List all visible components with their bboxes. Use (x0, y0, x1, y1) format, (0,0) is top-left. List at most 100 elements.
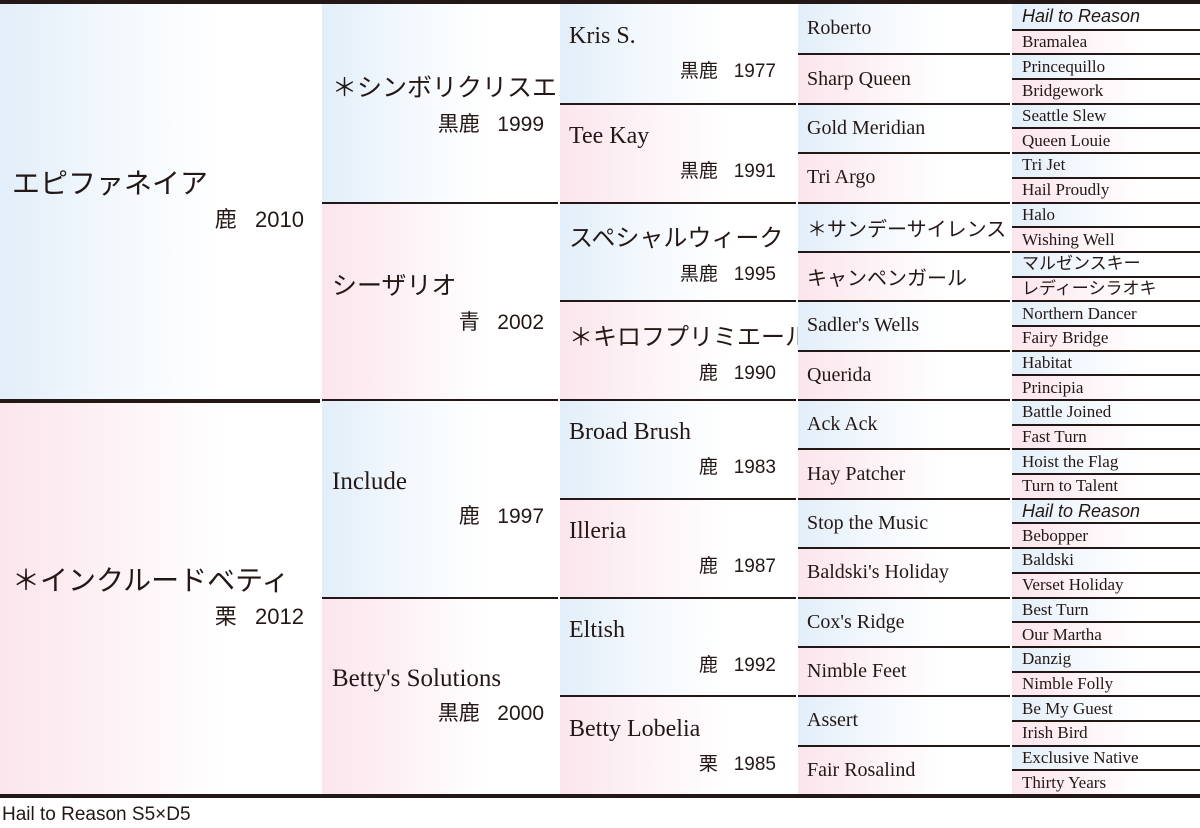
pedigree-gen3-sire: スペシャルウィーク 黒鹿 1995 (560, 201, 796, 301)
pedigree-gen5-dam: Fairy Bridge (1012, 324, 1200, 350)
coat-color: 鹿 (698, 654, 718, 676)
horse-name: Irish Bird (1022, 723, 1088, 743)
pedigree-gen5-dam: Nimble Folly (1012, 670, 1200, 696)
pedigree-gen2-dam: シーザリオ青 2002 (322, 201, 558, 399)
pedigree-gen3-sire: Eltish 鹿 1992 (560, 596, 796, 696)
pedigree-gen5-dam: Our Martha (1012, 621, 1200, 646)
horse-name: Sadler's Wells (807, 314, 920, 337)
horse-name: Baldski's Holiday (807, 561, 949, 584)
horse-name: Northern Dancer (1022, 303, 1137, 323)
horse-name: Querida (807, 363, 872, 386)
coat-year: 黒鹿 1991 (560, 156, 796, 183)
horse-name: Fairy Bridge (1022, 328, 1109, 348)
horse-name: Betty's Solutions (332, 665, 502, 693)
pedigree-gen5-sire: Halo (1012, 201, 1200, 227)
coat-color: 鹿 (698, 457, 718, 479)
horse-name: Fast Turn (1022, 427, 1087, 447)
pedigree-gen4-sire: Roberto (798, 4, 1010, 54)
horse-name: Turn to Talent (1022, 476, 1119, 496)
birth-year: 1997 (497, 504, 544, 528)
horse-name: Nimble Folly (1022, 673, 1114, 693)
pedigree-gen4-dam: Baldski's Holiday (798, 547, 1010, 597)
horse-name: Roberto (807, 17, 872, 40)
pedigree-gen2-sire: Include 鹿 1997 (322, 399, 558, 597)
horse-name: Ack Ack (807, 413, 878, 436)
coat-year: 鹿 1997 (322, 500, 558, 530)
birth-year: 2000 (497, 702, 544, 726)
horse-name: Best Turn (1022, 599, 1089, 619)
pedigree-gen4-dam: Querida (798, 349, 1010, 399)
top-rule (0, 0, 1200, 4)
pedigree-gen4-sire: Stop the Music (798, 497, 1010, 548)
horse-name: Seattle Slew (1022, 106, 1107, 126)
horse-name: Hail Proudly (1022, 180, 1110, 200)
pedigree-gen4-dam: Fair Rosalind (798, 744, 1010, 794)
pedigree-gen5-sire: Best Turn (1012, 596, 1200, 622)
horse-name: Baldski (1022, 550, 1074, 570)
horse-name: Hay Patcher (807, 462, 906, 485)
pedigree-gen5-sire: Princequillo (1012, 53, 1200, 79)
horse-name: Bramalea (1022, 32, 1088, 52)
horse-name: Gold Meridian (807, 116, 926, 139)
birth-year: 1987 (733, 556, 776, 578)
pedigree-gen3-dam: ＊キロフプリミエール鹿 1990 (560, 300, 809, 399)
horse-name: Illeria (569, 518, 627, 545)
birth-year: 1995 (733, 263, 776, 285)
coat-color: 鹿 (698, 362, 718, 384)
pedigree-gen3-sire: Broad Brush 鹿 1983 (560, 399, 796, 498)
horse-name: Our Martha (1022, 624, 1102, 644)
pedigree-gen3-dam: Illeria 鹿 1987 (560, 497, 796, 597)
coat-year: 青 2002 (322, 306, 558, 336)
horse-name: Exclusive Native (1022, 747, 1139, 767)
pedigree-gen4-dam: Sharp Queen (798, 53, 1010, 103)
pedigree-gen5-sire: Seattle Slew (1012, 102, 1200, 128)
horse-name: ＊シンボリクリスエス (332, 74, 583, 102)
pedigree-gen3-dam: Betty Lobelia 栗 1985 (560, 695, 796, 794)
coat-color: 栗 (698, 753, 718, 775)
coat-year: 栗 1985 (560, 749, 796, 776)
horse-name: マルゼンスキー (1022, 254, 1141, 274)
coat-color: 黒鹿 (679, 263, 718, 285)
horse-name: Kris S. (569, 23, 636, 50)
horse-name: Sharp Queen (807, 67, 911, 90)
horse-name: キャンペンガール (807, 268, 967, 291)
horse-name: Battle Joined (1022, 402, 1112, 422)
horse-name: Danzig (1022, 649, 1072, 669)
pedigree-gen5-sire: Northern Dancer (1012, 300, 1200, 325)
coat-year: 黒鹿 1999 (322, 108, 558, 138)
horse-name: Include (332, 467, 407, 495)
horse-name: Hail to Reason (1022, 6, 1141, 27)
horse-name: Tee Kay (569, 123, 650, 150)
pedigree-gen4-sire: Gold Meridian (798, 102, 1010, 153)
birth-year: 1983 (733, 457, 776, 479)
horse-name: Tri Argo (807, 166, 876, 189)
pedigree-gen5-sire: Baldski (1012, 547, 1200, 572)
pedigree-gen4-sire: Assert (798, 695, 1010, 745)
pedigree-gen2-sire: ＊シンボリクリスエス黒鹿 1999 (322, 4, 583, 202)
birth-year: 2010 (255, 206, 304, 232)
birth-year: 1991 (733, 161, 776, 183)
pedigree-gen2-dam: Betty's Solutions 黒鹿 2000 (322, 596, 558, 794)
pedigree-gen5-dam: Thirty Years (1012, 769, 1200, 794)
pedigree-gen5-sire: Tri Jet (1012, 152, 1200, 177)
coat-color: 黒鹿 (679, 61, 718, 83)
pedigree-gen5-dam: Queen Louie (1012, 127, 1200, 153)
coat-year: 鹿 2010 (0, 202, 320, 234)
horse-name: Queen Louie (1022, 130, 1111, 150)
horse-name: Broad Brush (569, 419, 691, 446)
pedigree-gen1-dam: ＊インクルードベティ栗 2012 (0, 399, 320, 794)
inbreeding-note: Hail to Reason S5×D5 (2, 804, 191, 825)
coat-color: 黒鹿 (437, 702, 480, 726)
horse-name: Wishing Well (1022, 229, 1115, 249)
pedigree-gen5-sire: Habitat (1012, 349, 1200, 375)
pedigree-gen4-dam: Tri Argo (798, 152, 1010, 202)
pedigree-gen5-sire: マルゼンスキー (1012, 250, 1200, 276)
birth-year: 2012 (255, 603, 304, 629)
pedigree-gen5-dam: Bebopper (1012, 522, 1200, 548)
pedigree-gen5-sire: Hail to Reason (1012, 497, 1200, 523)
pedigree-gen5-dam: Bramalea (1012, 28, 1200, 54)
horse-name: Thirty Years (1022, 772, 1107, 792)
horse-name: Hail to Reason (1022, 501, 1141, 522)
pedigree-gen5-dam: Principia (1012, 374, 1200, 399)
